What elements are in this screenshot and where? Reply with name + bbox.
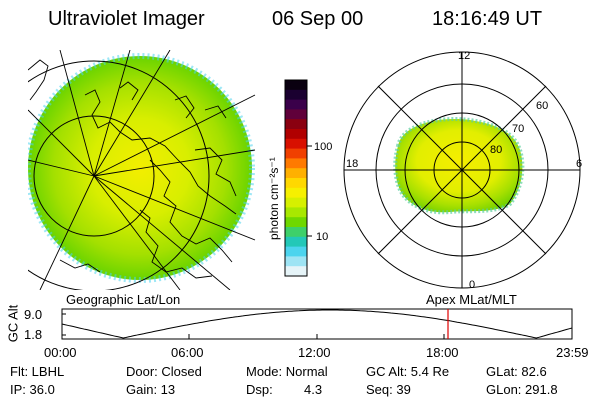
mlt-label-18: 18 xyxy=(346,158,358,170)
colorbar-band xyxy=(285,168,307,179)
aurora-disk xyxy=(28,56,252,280)
colorbar-band xyxy=(285,246,307,257)
colorbar-band xyxy=(285,187,307,199)
colorbar-unit: photon cm⁻²s⁻¹ xyxy=(267,157,281,240)
colorbar-band xyxy=(285,236,307,248)
auroral-oval xyxy=(395,119,523,213)
colorbar-band xyxy=(285,266,307,277)
colorbar-label-10: 10 xyxy=(316,231,328,243)
date-label: 06 Sep 00 xyxy=(272,8,364,30)
mlt-label-12: 12 xyxy=(458,50,470,62)
mlt-label-0: 0 xyxy=(469,279,475,291)
aurora-fringe xyxy=(28,53,255,283)
mlt-spokes xyxy=(344,52,580,288)
time-label: 18:16:49 UT xyxy=(432,8,543,30)
colorbar-band xyxy=(285,158,307,169)
status-door: Door: Closed xyxy=(126,364,202,379)
altitude-curve xyxy=(61,309,573,339)
status-glon: GLon: 291.8 xyxy=(486,382,558,397)
colorbar-band xyxy=(285,138,307,150)
colorbar-band xyxy=(285,80,307,91)
colorbar-band xyxy=(285,217,307,228)
colorbar-frame xyxy=(284,79,308,277)
right-panel-label: Apex MLat/MLT xyxy=(426,292,517,307)
xtick-0600: 06:00 xyxy=(171,345,204,360)
colorbar-band xyxy=(285,109,307,120)
oval-fringe xyxy=(393,117,525,215)
lat-label-70: 70 xyxy=(512,123,524,135)
longitude-lines xyxy=(28,50,256,290)
status-seq: Seq: 39 xyxy=(366,382,411,397)
altitude-plot xyxy=(61,308,573,340)
instrument-title: Ultraviolet Imager xyxy=(48,8,205,30)
status-dsp-value: 4.3 xyxy=(304,382,323,397)
xtick-1200: 12:00 xyxy=(298,345,331,360)
colorbar-band xyxy=(285,99,307,110)
lat-circle-inner xyxy=(33,115,155,237)
x-ticks xyxy=(61,334,573,339)
colorbar-band xyxy=(285,256,307,267)
lat-circle-outer xyxy=(28,60,210,290)
colorbar-band xyxy=(285,178,307,189)
coastlines xyxy=(28,59,237,279)
status-flt: Flt: LBHL xyxy=(10,364,65,379)
status-mode: Mode: Normal xyxy=(246,364,328,379)
altitude-ylabel: GC Alt xyxy=(5,304,21,343)
colorbar-band xyxy=(285,197,307,208)
colorbar-band xyxy=(285,227,307,238)
colorbar-band xyxy=(285,119,307,130)
lat-label-80: 80 xyxy=(490,144,502,156)
colorbar-label-100: 100 xyxy=(314,141,332,153)
polar-image: 12 18 6 0 60 70 80 xyxy=(343,50,582,291)
status-ip: IP: 36.0 xyxy=(10,382,55,397)
xtick-2359: 23:59 xyxy=(556,345,589,360)
lat-label-60: 60 xyxy=(536,100,548,112)
status-dsp-label: Dsp: xyxy=(246,382,273,397)
colorbar-band xyxy=(285,129,307,140)
mlt-label-6: 6 xyxy=(576,158,582,170)
colorbar-band xyxy=(285,89,307,101)
altitude-ytick-1-8: 1.8 xyxy=(24,327,43,342)
xtick-1800: 18:00 xyxy=(426,345,459,360)
colorbar-band xyxy=(285,148,307,159)
left-panel-label: Geographic Lat/Lon xyxy=(66,292,181,307)
status-glat: GLat: 82.6 xyxy=(486,364,547,379)
status-gain: Gain: 13 xyxy=(126,382,176,397)
colorbar: 100 10 photon cm⁻²s⁻¹ xyxy=(267,79,332,277)
status-gc-alt: GC Alt: 5.4 Re xyxy=(366,364,450,379)
altitude-ytick-9: 9.0 xyxy=(24,307,43,322)
xtick-0000: 00:00 xyxy=(44,345,77,360)
colorbar-bands xyxy=(285,80,307,277)
colorbar-band xyxy=(285,207,307,218)
geographic-image xyxy=(28,50,256,290)
